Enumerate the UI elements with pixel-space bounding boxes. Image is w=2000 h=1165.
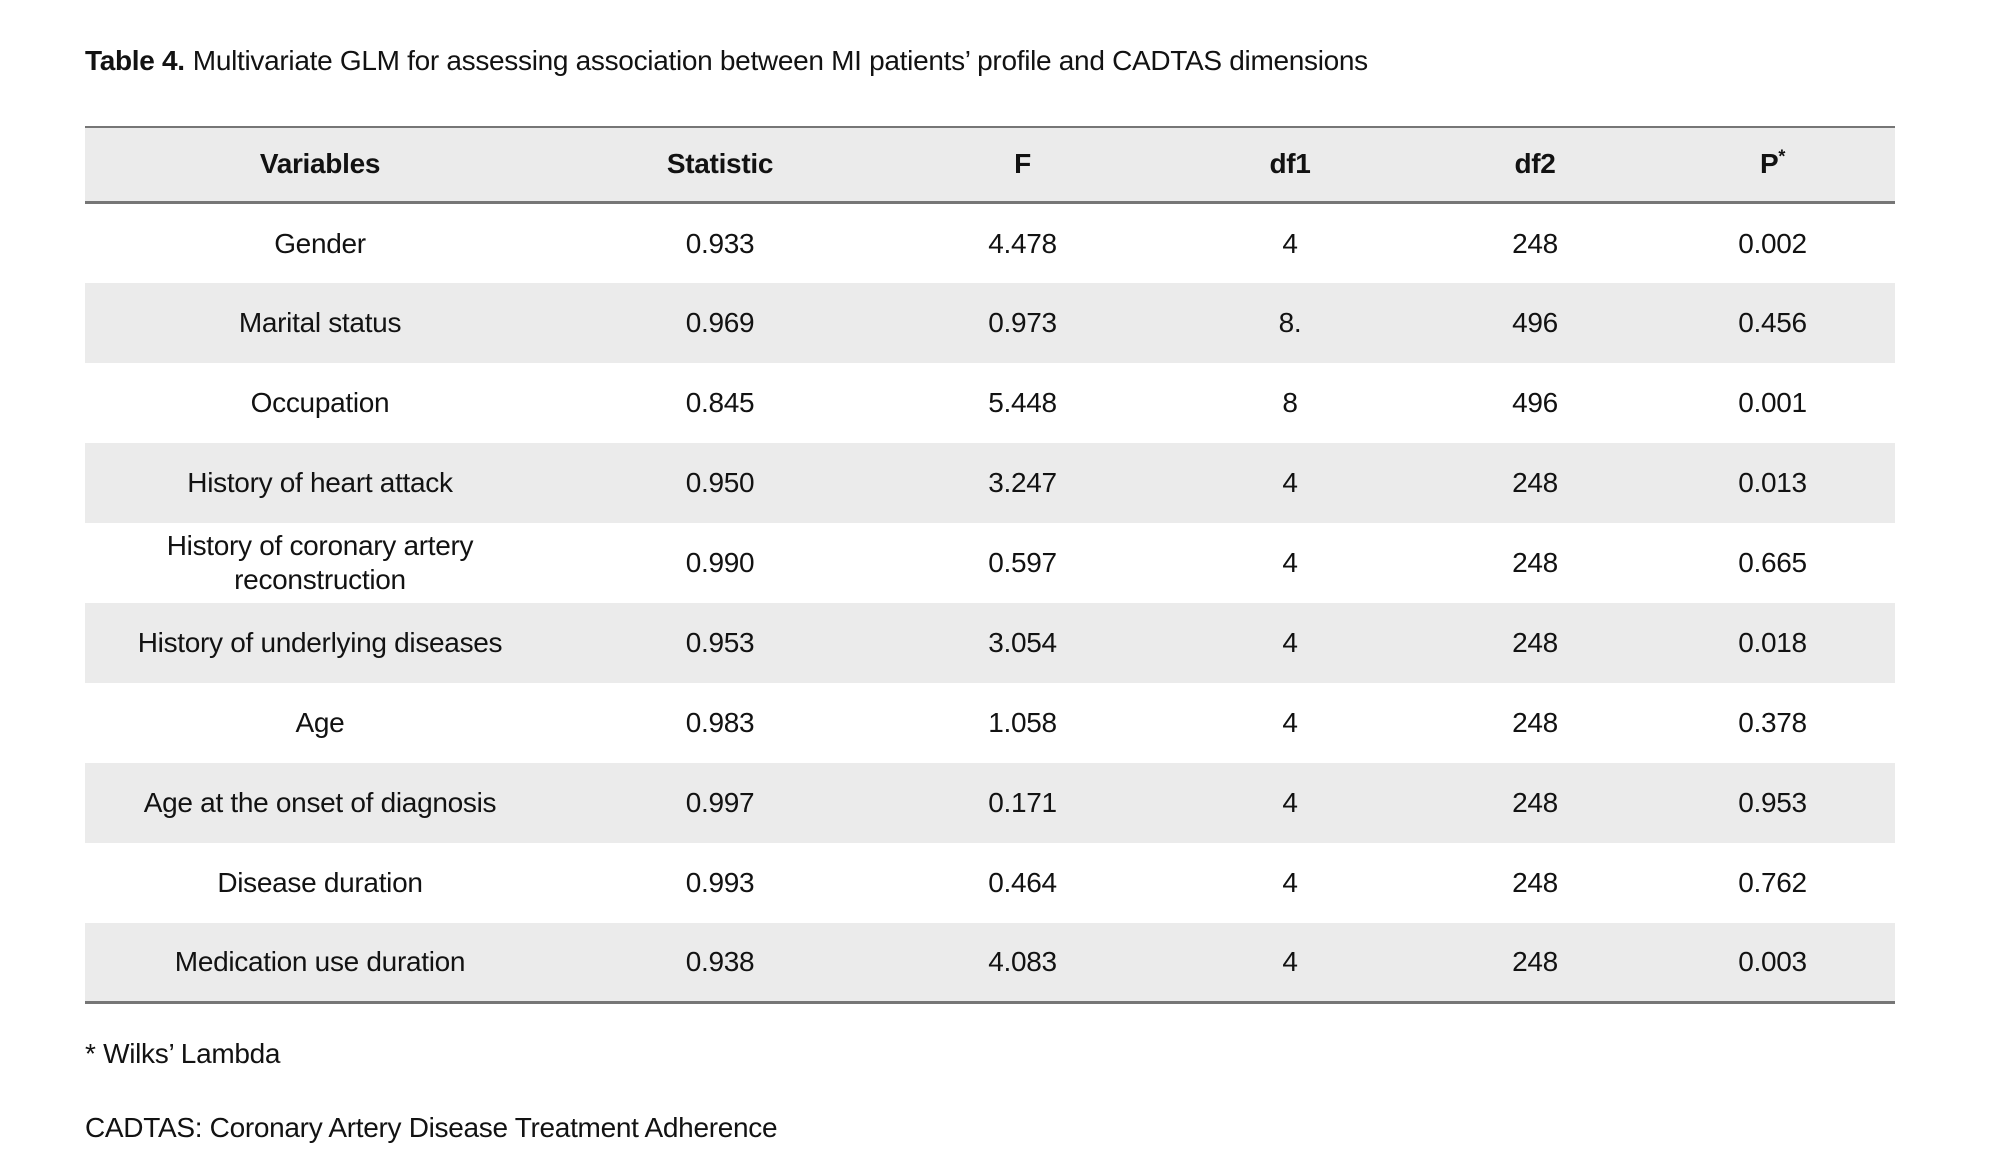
cell-variable: Disease duration: [85, 842, 555, 923]
cell-df1: 4: [1160, 602, 1420, 683]
footnote-cadtas: CADTAS: Coronary Artery Disease Treatmen…: [85, 1112, 778, 1144]
column-header-df1: df1: [1160, 126, 1420, 205]
cell-df2: 248: [1420, 922, 1650, 1003]
cell-p: 0.953: [1650, 762, 1895, 843]
cell-df1: 4: [1160, 922, 1420, 1003]
cell-df2: 248: [1420, 602, 1650, 683]
cell-statistic: 0.953: [555, 602, 885, 683]
cell-statistic: 0.990: [555, 522, 885, 603]
table-row: History of heart attack 0.950 3.247 4 24…: [85, 442, 1895, 523]
p-asterisk: *: [1778, 147, 1786, 168]
cell-variable: Medication use duration: [85, 922, 555, 1003]
cell-p: 0.001: [1650, 362, 1895, 443]
cell-statistic: 0.997: [555, 762, 885, 843]
cell-statistic: 0.938: [555, 922, 885, 1003]
cell-variable: History of heart attack: [85, 442, 555, 523]
cell-variable: Gender: [85, 202, 555, 283]
cell-statistic: 0.983: [555, 682, 885, 763]
cell-statistic: 0.950: [555, 442, 885, 523]
cell-p: 0.003: [1650, 922, 1895, 1003]
cell-variable: Age: [85, 682, 555, 763]
cell-df1: 4: [1160, 522, 1420, 603]
glm-results-table: Variables Statistic F df1 df2 P* Gender …: [85, 125, 1895, 1005]
table-row: Age 0.983 1.058 4 248 0.378: [85, 682, 1895, 763]
cell-p: 0.013: [1650, 442, 1895, 523]
cell-p: 0.665: [1650, 522, 1895, 603]
cell-df2: 248: [1420, 442, 1650, 523]
cell-f: 0.597: [885, 522, 1160, 603]
cell-statistic: 0.993: [555, 842, 885, 923]
cell-statistic: 0.933: [555, 202, 885, 283]
cell-df1: 8.: [1160, 282, 1420, 363]
cell-variable: Age at the onset of diagnosis: [85, 762, 555, 843]
column-header-df2: df2: [1420, 126, 1650, 205]
table-row: History of underlying diseases 0.953 3.0…: [85, 602, 1895, 683]
cell-f: 0.973: [885, 282, 1160, 363]
column-header-p: P*: [1650, 126, 1895, 205]
table-row: Disease duration 0.993 0.464 4 248 0.762: [85, 842, 1895, 923]
cell-p: 0.456: [1650, 282, 1895, 363]
cell-df1: 4: [1160, 442, 1420, 523]
cell-df2: 248: [1420, 202, 1650, 283]
table-caption-number: Table 4.: [85, 45, 185, 76]
cell-df1: 4: [1160, 842, 1420, 923]
cell-variable: Occupation: [85, 362, 555, 443]
cell-p: 0.378: [1650, 682, 1895, 763]
cell-statistic: 0.845: [555, 362, 885, 443]
cell-f: 0.171: [885, 762, 1160, 843]
cell-variable: History of underlying diseases: [85, 602, 555, 683]
table-row: History of coronary artery reconstructio…: [85, 522, 1895, 603]
cell-f: 4.083: [885, 922, 1160, 1003]
cell-df1: 4: [1160, 762, 1420, 843]
footnote-wilks-lambda: * Wilks’ Lambda: [85, 1038, 281, 1070]
cell-p: 0.002: [1650, 202, 1895, 283]
table-caption: Table 4. Multivariate GLM for assessing a…: [85, 44, 1895, 78]
cell-p: 0.018: [1650, 602, 1895, 683]
cell-variable: History of coronary artery reconstructio…: [85, 522, 555, 603]
table-row: Medication use duration 0.938 4.083 4 24…: [85, 922, 1895, 1003]
cell-f: 5.448: [885, 362, 1160, 443]
table-caption-text: Multivariate GLM for assessing associati…: [192, 45, 1368, 76]
cell-p: 0.762: [1650, 842, 1895, 923]
table-row: Gender 0.933 4.478 4 248 0.002: [85, 202, 1895, 283]
cell-df2: 248: [1420, 762, 1650, 843]
table-row: Age at the onset of diagnosis 0.997 0.17…: [85, 762, 1895, 843]
cell-f: 0.464: [885, 842, 1160, 923]
cell-df1: 4: [1160, 202, 1420, 283]
cell-df2: 248: [1420, 842, 1650, 923]
column-header-f: F: [885, 126, 1160, 205]
column-header-statistic: Statistic: [555, 126, 885, 205]
p-label: P: [1759, 148, 1779, 180]
cell-df1: 8: [1160, 362, 1420, 443]
table-row: Occupation 0.845 5.448 8 496 0.001: [85, 362, 1895, 443]
cell-df2: 248: [1420, 522, 1650, 603]
table-row: Marital status 0.969 0.973 8. 496 0.456: [85, 282, 1895, 363]
column-header-variables: Variables: [85, 126, 555, 205]
cell-f: 3.247: [885, 442, 1160, 523]
header-row: Variables Statistic F df1 df2 P*: [85, 126, 1895, 205]
cell-df1: 4: [1160, 682, 1420, 763]
cell-df2: 496: [1420, 362, 1650, 443]
cell-df2: 248: [1420, 682, 1650, 763]
cell-df2: 496: [1420, 282, 1650, 363]
cell-f: 1.058: [885, 682, 1160, 763]
cell-f: 3.054: [885, 602, 1160, 683]
cell-f: 4.478: [885, 202, 1160, 283]
cell-statistic: 0.969: [555, 282, 885, 363]
cell-variable: Marital status: [85, 282, 555, 363]
